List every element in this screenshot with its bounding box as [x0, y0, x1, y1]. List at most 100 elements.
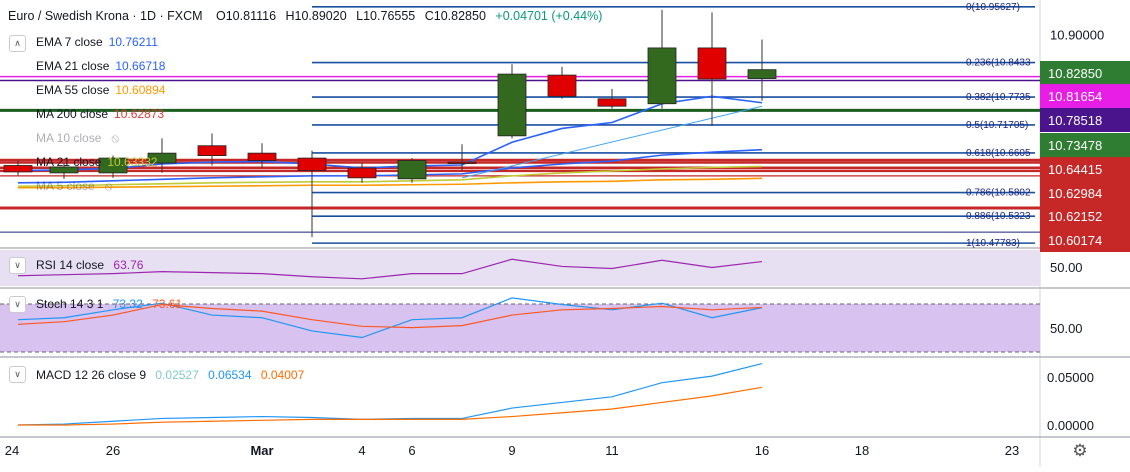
open-value: 10.81116: [225, 9, 277, 23]
gear-icon[interactable]: ⚙: [1072, 441, 1087, 460]
rsi-line: [17, 258, 763, 280]
legend-item[interactable]: EMA 21 close 10.66718: [36, 59, 165, 73]
legend-item-name: EMA 55 close: [36, 83, 110, 97]
fibonacci-retracement: 0(10.95627) 0.236(10.8433 0.382(10.7735 0.5…: [312, 2, 1035, 249]
time-axis-label: 9: [508, 443, 515, 458]
rsi-value: 63.76: [113, 258, 144, 272]
price-badge: [1040, 204, 1130, 228]
open-label: O: [216, 9, 226, 23]
legend-item-name: EMA 21 close: [36, 59, 110, 73]
candle-body: [697, 47, 727, 80]
time-axis-label: 23: [1005, 443, 1019, 458]
legend-item-value: 10.62873: [114, 107, 165, 121]
candle-body: [497, 73, 527, 137]
candle-body: [297, 157, 327, 171]
price-badge-label: 10.81654: [1048, 89, 1102, 104]
legend-item-value: 10.76211: [108, 35, 158, 49]
rsi-legend: RSI 14 close 63.76: [36, 258, 143, 272]
fib-level-label: 0.786(10.5802: [966, 188, 1031, 199]
hidden-eye-icon[interactable]: ⦸: [104, 179, 113, 193]
price-badge: [1040, 108, 1130, 132]
legend-item[interactable]: MA 5 close ⦸: [36, 179, 113, 194]
candle-body: [98, 157, 128, 174]
stoch-line: [17, 297, 763, 339]
stoch-axis-label: 50.00: [1050, 321, 1083, 336]
macd-name: MACD 12 26 close 9: [36, 368, 147, 382]
candle-body: [197, 145, 227, 157]
hidden-eye-icon[interactable]: ⦸: [111, 131, 120, 145]
stoch-d-value: 73.61: [152, 297, 183, 311]
stoch-k-value: 73.32: [112, 297, 143, 311]
price-badge-label: 10.78518: [1048, 113, 1102, 128]
fib-level-label: 1(10.47783): [966, 238, 1020, 249]
stoch-band: [0, 304, 1040, 352]
fib-level-label: 0(10.95627): [966, 2, 1020, 13]
moving-average-line: [17, 95, 763, 172]
price-badge-label: 10.64415: [1048, 162, 1102, 177]
macd-axis-label: 0.05000: [1047, 370, 1094, 385]
price-badge-label: 10.62152: [1048, 209, 1102, 224]
macd-value-3: 0.04007: [260, 368, 305, 382]
price-badge-label: 10.82850: [1048, 66, 1102, 81]
candlestick-series: [3, 9, 777, 238]
high-label: H: [285, 9, 295, 23]
legend-item[interactable]: EMA 55 close 10.60894: [36, 83, 165, 97]
candle-body: [3, 165, 33, 173]
candle-body: [247, 152, 277, 161]
legend-item-value: 10.60894: [115, 83, 166, 97]
legend-item-name: MA 21 close: [36, 155, 102, 169]
fib-level-label: 0.236(10.8433: [966, 58, 1031, 69]
candle-body: [547, 74, 577, 97]
close-value: 10.82850: [433, 9, 486, 23]
legend-item[interactable]: MA 200 close 10.62873: [36, 107, 164, 121]
legend-item[interactable]: EMA 7 close 10.76211: [36, 35, 158, 49]
time-axis-label: 11: [605, 443, 619, 458]
macd-value-1: 0.02527: [155, 368, 199, 382]
price-badge-label: 10.73478: [1048, 138, 1102, 153]
fib-level-label: 0.618(10.6605: [966, 148, 1031, 159]
legend-item[interactable]: MA 21 close 10.63332: [36, 155, 157, 169]
stoch-collapse-button[interactable]: ∨: [9, 296, 26, 313]
price-badge: [1040, 228, 1130, 252]
macd-axis-label: 0.00000: [1047, 418, 1094, 433]
moving-average-line: [18, 177, 763, 189]
low-label: L: [356, 9, 364, 23]
collapse-legend-button[interactable]: ∧: [9, 35, 26, 52]
time-axis-label: 4: [358, 443, 365, 458]
rsi-collapse-button[interactable]: ∨: [9, 257, 26, 274]
legend-item[interactable]: MA 10 close ⦸: [36, 131, 119, 146]
candle-body: [747, 69, 777, 79]
macd-collapse-button[interactable]: ∨: [9, 366, 26, 383]
time-axis-label: 6: [408, 443, 415, 458]
rsi-name: RSI 14 close: [36, 258, 105, 272]
chart-header: Euro / Swedish Krona · 1D · FXCM O10.811…: [8, 9, 602, 23]
price-badge: [1040, 61, 1130, 85]
fib-level-label: 0.886(10.5323: [966, 211, 1031, 222]
close-label: C: [424, 9, 434, 23]
candle-body: [397, 160, 427, 180]
change-value: +0.04701 (+0.44%): [495, 9, 603, 23]
stoch-name: Stoch 14 3 1: [36, 297, 104, 311]
low-value: 10.76555: [363, 9, 416, 23]
time-axis-label: 16: [755, 443, 769, 458]
macd-legend: MACD 12 26 close 9 0.02527 0.06534 0.040…: [36, 368, 304, 382]
high-value: 10.89020: [294, 9, 347, 23]
price-badge-label: 10.62984: [1048, 186, 1102, 201]
price-tick-label: 10.90000: [1050, 28, 1104, 43]
moving-average-line: [17, 165, 763, 188]
rsi-axis-label: 50.00: [1050, 260, 1083, 275]
macd-line: [18, 386, 763, 426]
time-axis-label: 18: [855, 443, 869, 458]
time-axis-label: Mar: [250, 443, 273, 458]
symbol-title: Euro / Swedish Krona · 1D · FXCM: [8, 9, 203, 23]
legend-item-name: MA 5 close: [36, 179, 95, 193]
fib-level-label: 0.382(10.7735: [966, 92, 1031, 103]
candle-body: [447, 161, 477, 164]
macd-value-2: 0.06534: [208, 368, 252, 382]
stoch-line: [17, 303, 763, 329]
legend-item-value: 10.63332: [107, 155, 158, 169]
fib-level-label: 0.5(10.71705): [966, 120, 1028, 131]
price-badge: [1040, 133, 1130, 157]
